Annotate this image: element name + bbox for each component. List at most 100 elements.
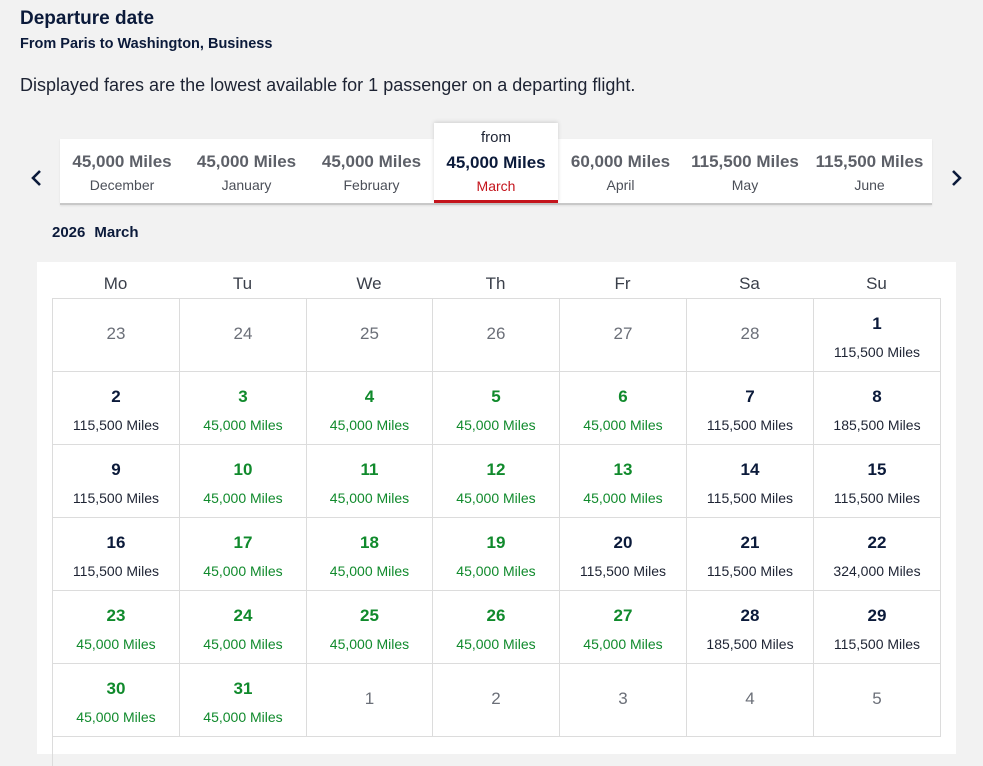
day-price: 115,500 Miles — [833, 490, 921, 506]
calendar-year: 2026 — [52, 224, 86, 241]
day-number: 17 — [233, 533, 253, 552]
previous-month-button[interactable] — [26, 165, 48, 191]
calendar-day-cell: 3 — [560, 664, 687, 737]
calendar-day-cell[interactable]: 4 45,000 Miles — [307, 372, 433, 445]
month-tab-march[interactable]: from 45,000 Miles March — [434, 123, 558, 203]
day-price: 115,500 Miles — [72, 563, 160, 579]
day-number: 10 — [233, 460, 253, 479]
day-price: 115,500 Miles — [833, 344, 921, 360]
month-tab-april[interactable]: 60,000 Miles April — [558, 139, 683, 203]
day-number: 18 — [360, 533, 379, 552]
calendar-day-cell[interactable]: 11 45,000 Miles — [307, 445, 433, 518]
month-tab-february[interactable]: 45,000 Miles February — [309, 139, 434, 203]
day-number: 21 — [740, 533, 760, 552]
day-number: 12 — [486, 460, 506, 479]
day-number: 19 — [486, 533, 506, 552]
calendar-day-cell[interactable]: 12 45,000 Miles — [433, 445, 560, 518]
day-number: 11 — [360, 460, 379, 479]
calendar-day-cell[interactable]: 17 45,000 Miles — [180, 518, 307, 591]
day-price: 45,000 Miles — [329, 490, 410, 506]
calendar-day-cell[interactable]: 27 45,000 Miles — [560, 591, 687, 664]
calendar-day-cell[interactable]: 7 115,500 Miles — [687, 372, 814, 445]
day-number: 4 — [745, 689, 755, 708]
calendar-day-cell[interactable]: 8 185,500 Miles — [814, 372, 941, 445]
day-price: 45,000 Miles — [456, 490, 536, 506]
day-number: 26 — [486, 606, 506, 625]
month-miles: 45,000 Miles — [321, 152, 422, 171]
weekday-label: Su — [866, 274, 887, 293]
page-title: Departure date — [20, 8, 155, 29]
calendar-day-cell[interactable]: 9 115,500 Miles — [53, 445, 180, 518]
day-price: 45,000 Miles — [456, 563, 536, 579]
month-tab-june[interactable]: 115,500 Miles June — [807, 139, 932, 203]
route-subtitle: From Paris to Washington, Business — [20, 36, 273, 52]
calendar-day-cell: 1 — [307, 664, 433, 737]
day-number: 2 — [491, 689, 501, 708]
calendar-day-cell[interactable]: 6 45,000 Miles — [560, 372, 687, 445]
calendar-day-cell[interactable]: 23 45,000 Miles — [53, 591, 180, 664]
calendar-month: March — [94, 224, 139, 241]
calendar-day-cell[interactable]: 30 45,000 Miles — [53, 664, 180, 737]
calendar-day-cell[interactable]: 19 45,000 Miles — [433, 518, 560, 591]
calendar-day-cell[interactable]: 15 115,500 Miles — [814, 445, 941, 518]
calendar-day-cell[interactable]: 26 45,000 Miles — [433, 591, 560, 664]
next-month-button[interactable] — [945, 165, 967, 191]
day-price: 115,500 Miles — [579, 563, 667, 579]
day-number: 25 — [360, 324, 379, 343]
day-price: 45,000 Miles — [329, 417, 410, 433]
calendar-day-cell[interactable]: 16 115,500 Miles — [53, 518, 180, 591]
day-price: 324,000 Miles — [833, 563, 921, 579]
calendar-day-cell[interactable]: 2 115,500 Miles — [53, 372, 180, 445]
month-name: January — [221, 177, 272, 193]
day-number: 25 — [360, 606, 379, 625]
day-price: 185,500 Miles — [706, 636, 794, 652]
day-number: 5 — [491, 387, 501, 406]
weekday-label: Th — [485, 274, 506, 293]
calendar-day-cell[interactable]: 14 115,500 Miles — [687, 445, 814, 518]
calendar-day-cell[interactable]: 28 185,500 Miles — [687, 591, 814, 664]
day-number: 29 — [867, 606, 887, 625]
fare-note: Displayed fares are the lowest available… — [20, 75, 636, 95]
month-name: April — [606, 177, 635, 193]
weekday-label: Tu — [232, 274, 253, 293]
month-name: March — [476, 178, 516, 194]
calendar-day-cell[interactable]: 22 324,000 Miles — [814, 518, 941, 591]
day-price: 45,000 Miles — [329, 563, 410, 579]
calendar-day-cell[interactable]: 24 45,000 Miles — [180, 591, 307, 664]
month-miles: 45,000 Miles — [446, 153, 546, 172]
calendar-day-cell[interactable]: 31 45,000 Miles — [180, 664, 307, 737]
day-number: 24 — [233, 606, 253, 625]
month-tab-may[interactable]: 115,500 Miles May — [683, 139, 807, 203]
day-number: 8 — [872, 387, 882, 406]
month-tab-january[interactable]: 45,000 Miles January — [184, 139, 309, 203]
day-number: 13 — [613, 460, 633, 479]
day-price: 45,000 Miles — [203, 709, 283, 725]
day-number: 1 — [364, 689, 375, 708]
calendar-day-cell[interactable]: 18 45,000 Miles — [307, 518, 433, 591]
day-price: 45,000 Miles — [203, 636, 283, 652]
calendar-day-cell[interactable]: 5 45,000 Miles — [433, 372, 560, 445]
calendar-day-cell[interactable]: 3 45,000 Miles — [180, 372, 307, 445]
calendar-day-cell[interactable]: 10 45,000 Miles — [180, 445, 307, 518]
day-price: 45,000 Miles — [76, 709, 156, 725]
day-number: 16 — [106, 533, 126, 552]
month-miles: 115,500 Miles — [815, 152, 924, 171]
calendar-day-cell: 25 — [307, 299, 433, 372]
month-name: February — [343, 177, 400, 193]
calendar-day-cell[interactable]: 25 45,000 Miles — [307, 591, 433, 664]
calendar-day-cell[interactable]: 29 115,500 Miles — [814, 591, 941, 664]
calendar-day-cell[interactable]: 21 115,500 Miles — [687, 518, 814, 591]
day-price: 45,000 Miles — [583, 417, 663, 433]
day-number: 28 — [740, 324, 760, 343]
month-tab-december[interactable]: 45,000 Miles December — [60, 139, 184, 203]
day-price: 115,500 Miles — [833, 636, 921, 652]
day-number: 23 — [106, 324, 126, 343]
day-number: 3 — [618, 689, 628, 708]
day-number: 7 — [745, 387, 755, 406]
calendar-day-cell[interactable]: 1 115,500 Miles — [814, 299, 941, 372]
calendar-day-cell[interactable]: 20 115,500 Miles — [560, 518, 687, 591]
month-name: May — [731, 177, 759, 193]
calendar-day-cell: 28 — [687, 299, 814, 372]
day-number: 23 — [106, 606, 126, 625]
calendar-day-cell[interactable]: 13 45,000 Miles — [560, 445, 687, 518]
